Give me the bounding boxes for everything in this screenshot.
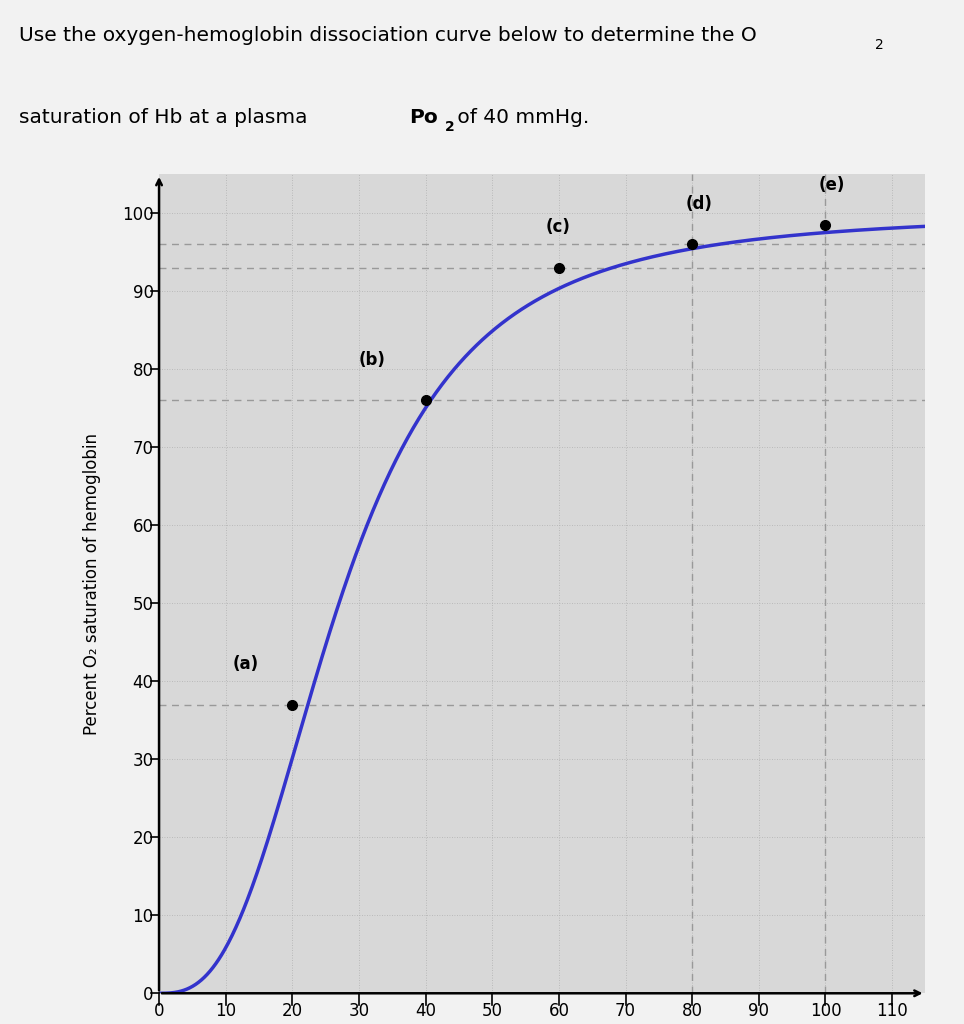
Text: 2: 2 (445, 120, 455, 134)
Text: (a): (a) (232, 655, 258, 674)
Text: (e): (e) (818, 175, 845, 194)
Text: (d): (d) (685, 196, 712, 213)
Text: Percent O₂ saturation of hemoglobin: Percent O₂ saturation of hemoglobin (83, 433, 101, 734)
Text: saturation of Hb at a plasma: saturation of Hb at a plasma (19, 108, 314, 127)
Text: of 40 mmHg.: of 40 mmHg. (451, 108, 589, 127)
Text: (c): (c) (546, 218, 571, 237)
Text: 2: 2 (875, 38, 884, 52)
Text: Po: Po (409, 108, 438, 127)
Text: (b): (b) (359, 351, 386, 369)
Text: Use the oxygen-hemoglobin dissociation curve below to determine the O: Use the oxygen-hemoglobin dissociation c… (19, 27, 757, 45)
